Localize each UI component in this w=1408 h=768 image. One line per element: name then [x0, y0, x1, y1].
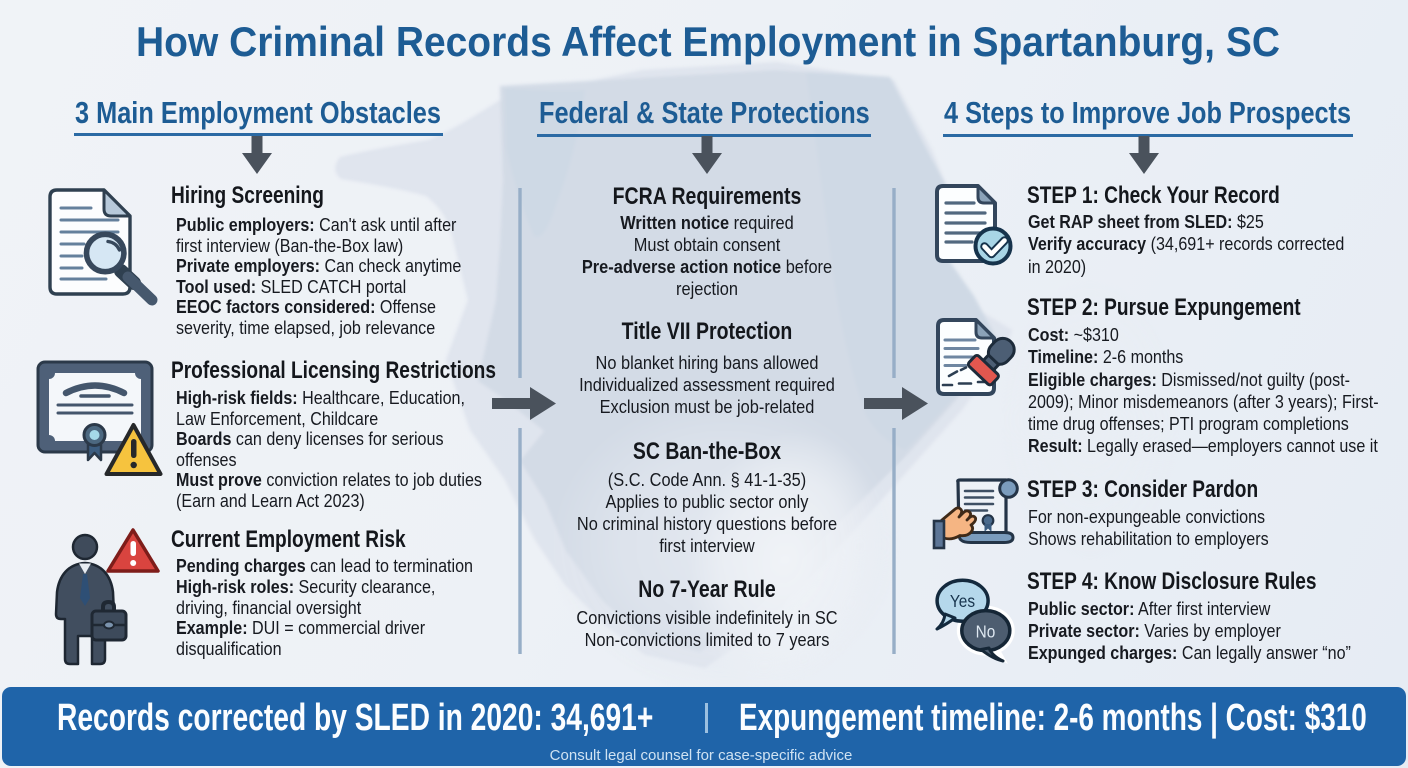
- svg-text:Yes: Yes: [950, 592, 975, 611]
- svg-text:No: No: [976, 623, 996, 642]
